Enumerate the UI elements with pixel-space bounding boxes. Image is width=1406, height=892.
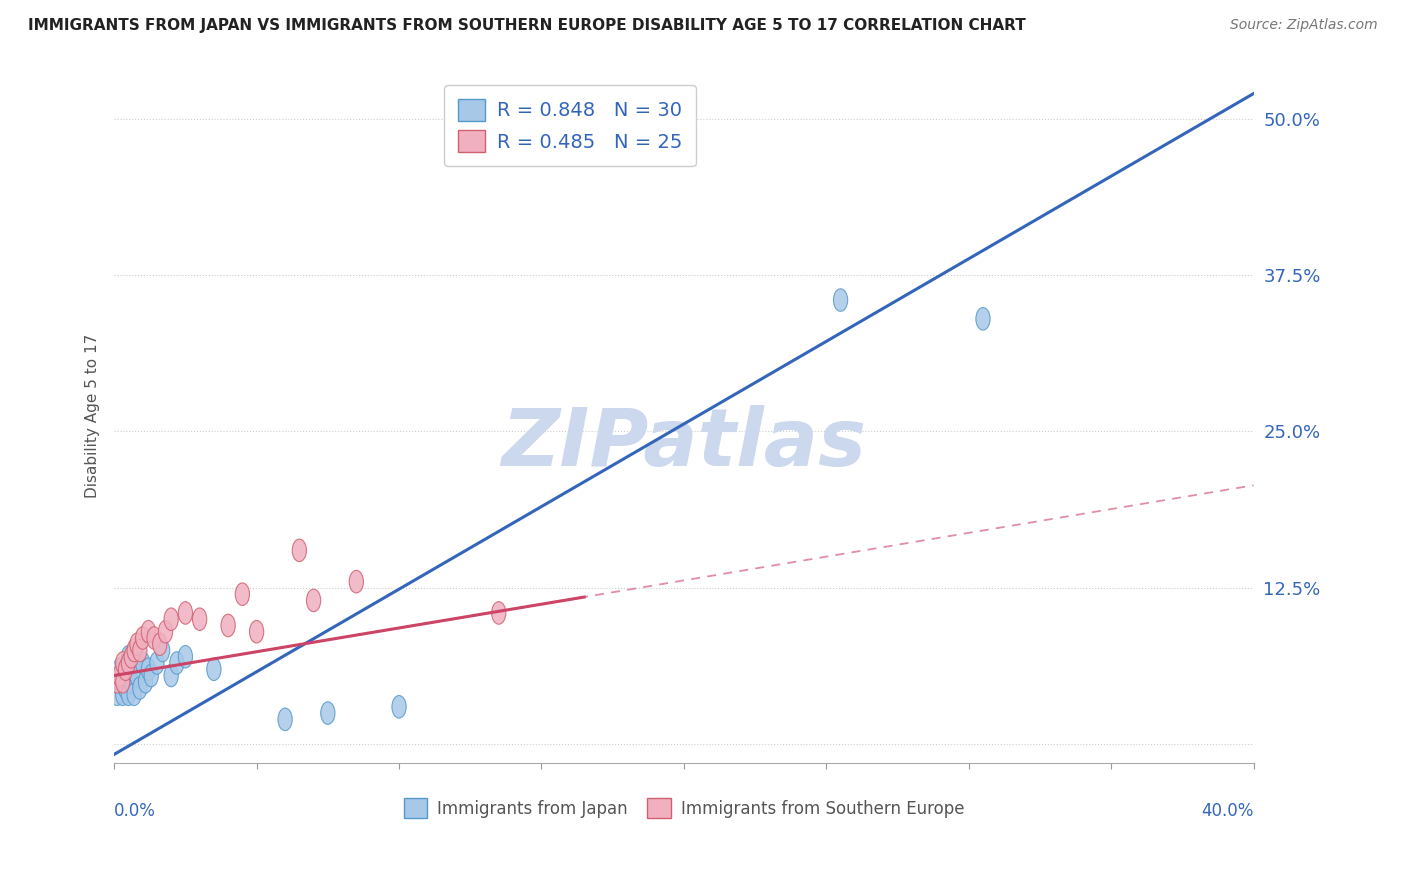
- Ellipse shape: [834, 289, 848, 311]
- Ellipse shape: [118, 677, 132, 699]
- Ellipse shape: [115, 652, 129, 674]
- Ellipse shape: [124, 671, 138, 693]
- Ellipse shape: [207, 658, 221, 681]
- Ellipse shape: [349, 570, 363, 593]
- Ellipse shape: [141, 621, 156, 643]
- Ellipse shape: [112, 671, 127, 693]
- Ellipse shape: [115, 665, 129, 687]
- Ellipse shape: [115, 683, 129, 706]
- Ellipse shape: [135, 652, 150, 674]
- Ellipse shape: [392, 696, 406, 718]
- Ellipse shape: [165, 665, 179, 687]
- Ellipse shape: [110, 671, 124, 693]
- Ellipse shape: [118, 658, 132, 681]
- Ellipse shape: [129, 665, 143, 687]
- Ellipse shape: [179, 646, 193, 668]
- Legend: Immigrants from Japan, Immigrants from Southern Europe: Immigrants from Japan, Immigrants from S…: [396, 792, 972, 824]
- Ellipse shape: [138, 671, 153, 693]
- Ellipse shape: [148, 627, 162, 649]
- Ellipse shape: [110, 683, 124, 706]
- Ellipse shape: [112, 665, 127, 687]
- Ellipse shape: [249, 621, 264, 643]
- Ellipse shape: [127, 640, 141, 662]
- Ellipse shape: [121, 683, 135, 706]
- Ellipse shape: [112, 658, 127, 681]
- Ellipse shape: [193, 608, 207, 631]
- Ellipse shape: [124, 646, 138, 668]
- Y-axis label: Disability Age 5 to 17: Disability Age 5 to 17: [86, 334, 100, 498]
- Text: 0.0%: 0.0%: [114, 802, 156, 820]
- Ellipse shape: [127, 683, 141, 706]
- Text: IMMIGRANTS FROM JAPAN VS IMMIGRANTS FROM SOUTHERN EUROPE DISABILITY AGE 5 TO 17 : IMMIGRANTS FROM JAPAN VS IMMIGRANTS FROM…: [28, 18, 1026, 33]
- Ellipse shape: [153, 633, 167, 656]
- Text: 40.0%: 40.0%: [1201, 802, 1254, 820]
- Ellipse shape: [159, 621, 173, 643]
- Ellipse shape: [321, 702, 335, 724]
- Ellipse shape: [165, 608, 179, 631]
- Ellipse shape: [141, 658, 156, 681]
- Ellipse shape: [292, 539, 307, 562]
- Ellipse shape: [221, 615, 235, 637]
- Ellipse shape: [278, 708, 292, 731]
- Ellipse shape: [235, 582, 249, 606]
- Ellipse shape: [118, 658, 132, 681]
- Ellipse shape: [156, 640, 170, 662]
- Ellipse shape: [132, 640, 148, 662]
- Ellipse shape: [492, 602, 506, 624]
- Ellipse shape: [135, 627, 150, 649]
- Ellipse shape: [124, 658, 138, 681]
- Text: ZIPatlas: ZIPatlas: [502, 405, 866, 483]
- Ellipse shape: [143, 665, 159, 687]
- Ellipse shape: [307, 589, 321, 612]
- Ellipse shape: [170, 652, 184, 674]
- Ellipse shape: [115, 671, 129, 693]
- Ellipse shape: [976, 308, 990, 330]
- Ellipse shape: [121, 646, 135, 668]
- Ellipse shape: [179, 602, 193, 624]
- Ellipse shape: [129, 633, 143, 656]
- Ellipse shape: [132, 677, 148, 699]
- Text: Source: ZipAtlas.com: Source: ZipAtlas.com: [1230, 18, 1378, 32]
- Ellipse shape: [121, 652, 135, 674]
- Ellipse shape: [150, 652, 165, 674]
- Ellipse shape: [127, 652, 141, 674]
